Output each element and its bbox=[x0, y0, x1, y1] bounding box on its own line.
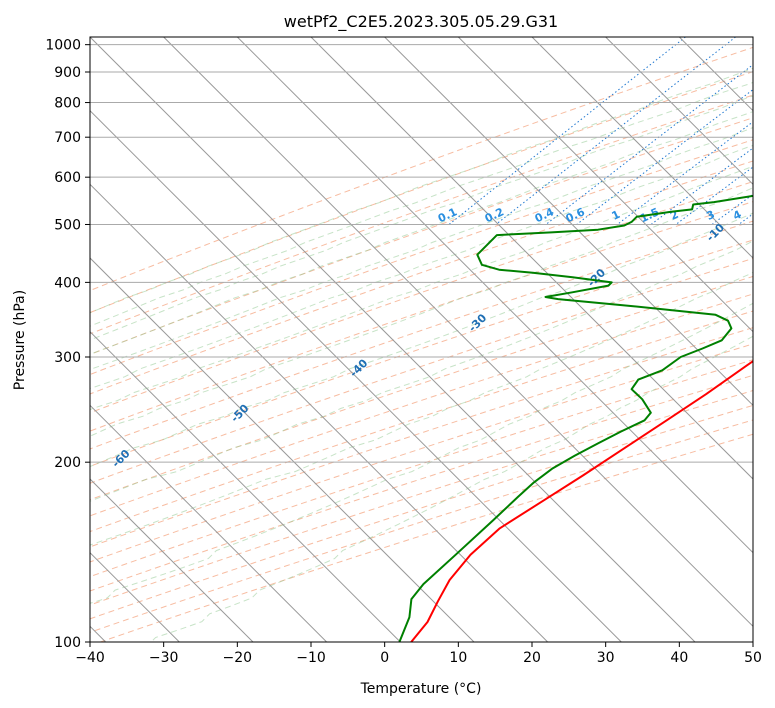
dewpoint-profile bbox=[398, 194, 753, 642]
y-tick-label: 100 bbox=[54, 635, 81, 651]
plot-frame bbox=[89, 36, 754, 643]
isotherm-line bbox=[90, 183, 549, 642]
y-tick-label: 1000 bbox=[45, 38, 81, 54]
y-tick-label: 300 bbox=[54, 350, 81, 366]
dry-adiabat bbox=[90, 220, 753, 450]
isotherm-line bbox=[90, 37, 696, 642]
y-tick-label: 700 bbox=[54, 130, 81, 146]
dry-adiabat bbox=[90, 139, 753, 376]
isotherm-line bbox=[384, 37, 753, 407]
dry-adiabat bbox=[90, 390, 753, 606]
isotherm-line bbox=[90, 478, 254, 642]
dry-adiabat bbox=[90, 310, 753, 533]
isotherm-line bbox=[531, 37, 753, 259]
y-axis-label: Pressure (hPa) bbox=[12, 290, 28, 390]
moist-adiabat bbox=[90, 67, 753, 314]
dry-adiabat bbox=[90, 275, 753, 501]
x-tick-label: −30 bbox=[149, 650, 179, 666]
x-tick-label: 0 bbox=[380, 650, 389, 666]
isotherm-line bbox=[90, 404, 328, 642]
moist-adiabat bbox=[90, 302, 753, 604]
y-tick-label: 600 bbox=[54, 170, 81, 186]
dry-adiabat bbox=[90, 374, 753, 592]
dry-adiabat bbox=[90, 359, 753, 578]
axes: −40 −30 −20 −10 0 10 20 30 40 50 1000 900 800 700 600 5… bbox=[45, 38, 762, 666]
x-tick-label: 20 bbox=[523, 650, 541, 666]
mixing-ratio-line bbox=[448, 37, 686, 225]
isotherm-line bbox=[90, 109, 622, 642]
profiles bbox=[398, 194, 753, 642]
y-tick-label: 900 bbox=[54, 65, 81, 81]
isotherm-line bbox=[457, 37, 753, 333]
x-tick-label: 30 bbox=[597, 650, 615, 666]
x-tick-label: 10 bbox=[449, 650, 467, 666]
y-tick-label: 800 bbox=[54, 96, 81, 112]
isotherm-line bbox=[90, 257, 475, 642]
isotherm-line bbox=[163, 37, 753, 628]
mixing-ratio-line bbox=[495, 37, 736, 225]
moist-adiabat bbox=[90, 165, 753, 411]
background-lines bbox=[90, 37, 753, 642]
x-axis-label: Temperature (°C) bbox=[360, 681, 482, 697]
isotherm-line bbox=[90, 330, 401, 642]
y-tick-label: 400 bbox=[54, 275, 81, 291]
plot-background bbox=[90, 37, 753, 642]
moist-adiabat bbox=[90, 144, 753, 390]
isotherm-line bbox=[236, 37, 753, 554]
x-tick-label: −40 bbox=[75, 650, 105, 666]
temperature-profile bbox=[410, 360, 753, 642]
moist-adiabat bbox=[150, 335, 753, 642]
dry-adiabat bbox=[90, 239, 753, 467]
isotherm-line bbox=[752, 37, 753, 38]
y-tick-label: 200 bbox=[54, 455, 81, 471]
dry-adiabat bbox=[90, 257, 753, 484]
moist-adiabat bbox=[90, 127, 753, 371]
x-tick-label: 50 bbox=[744, 650, 762, 666]
dry-adiabat bbox=[90, 293, 753, 517]
dry-adiabat bbox=[100, 433, 753, 642]
dry-adiabat bbox=[90, 419, 753, 633]
isotherm-line bbox=[310, 37, 753, 480]
chart-title: wetPf2_C2E5.2023.305.05.29.G31 bbox=[284, 12, 558, 32]
moist-adiabat bbox=[90, 240, 753, 502]
moist-adiabat bbox=[90, 212, 753, 468]
dry-adiabat bbox=[90, 404, 753, 620]
moist-adiabat bbox=[90, 111, 753, 355]
dry-adiabat bbox=[90, 160, 753, 395]
mixing-ratio-line bbox=[675, 166, 753, 225]
isotherm-line bbox=[605, 37, 753, 186]
dry-adiabat bbox=[90, 343, 753, 563]
dry-adiabat bbox=[90, 94, 753, 335]
moist-adiabat bbox=[90, 187, 753, 437]
x-tick-label: −20 bbox=[223, 650, 253, 666]
x-tick-label: −10 bbox=[296, 650, 326, 666]
x-tick-label: 40 bbox=[670, 650, 688, 666]
dry-adiabat bbox=[90, 181, 753, 414]
mixing-ratio-label: 6 bbox=[770, 208, 775, 223]
y-tick-label: 500 bbox=[54, 217, 81, 233]
isotherm-label: -70 bbox=[0, 492, 14, 515]
moist-adiabat bbox=[90, 81, 753, 327]
dry-adiabat bbox=[90, 201, 753, 432]
